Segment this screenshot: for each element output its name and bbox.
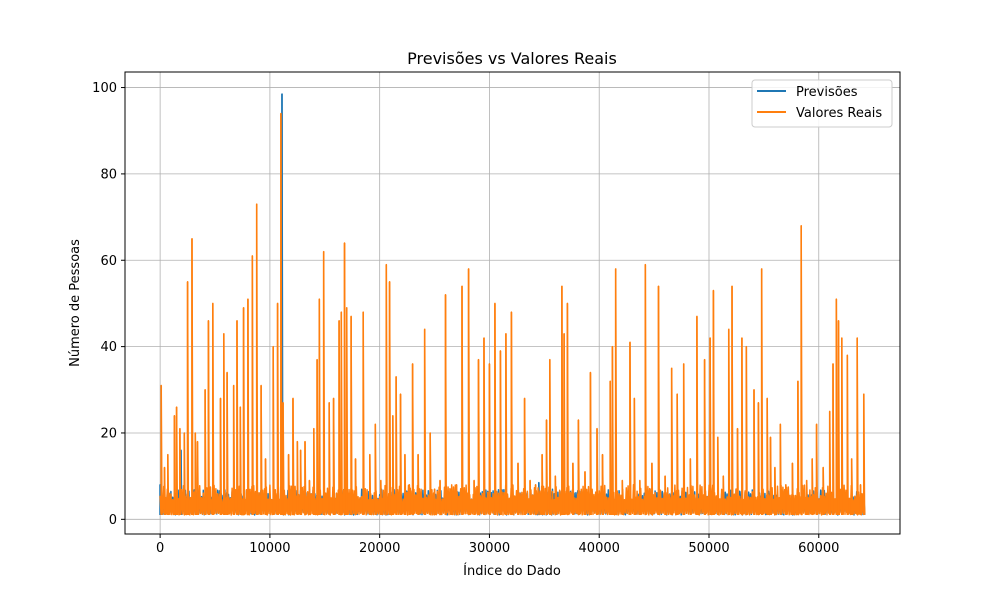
legend-label: Valores Reais <box>796 106 882 121</box>
x-tick-label: 40000 <box>579 541 620 556</box>
x-tick-label: 30000 <box>469 541 510 556</box>
y-tick-label: 60 <box>100 254 117 269</box>
legend-box <box>751 79 893 128</box>
x-axis-label: Índice do Dado <box>463 563 561 579</box>
legend-label: Previsões <box>796 85 858 100</box>
y-tick-label: 0 <box>109 513 117 528</box>
x-tick-label: 10000 <box>249 541 290 556</box>
x-tick-label: 0 <box>156 541 164 556</box>
y-axis-label: Número de Pessoas <box>68 239 83 367</box>
y-tick-label: 20 <box>100 426 117 441</box>
x-tick-label: 60000 <box>798 541 839 556</box>
plot-frame <box>124 71 901 535</box>
y-tick-label: 100 <box>92 81 117 96</box>
y-axis: 0 20 40 60 80 100 <box>92 81 125 528</box>
x-tick-label: 20000 <box>359 541 400 556</box>
x-axis: 0 10000 20000 30000 40000 50000 60000 <box>156 534 839 556</box>
y-tick-label: 40 <box>100 340 117 355</box>
x-tick-label: 50000 <box>688 541 729 556</box>
chart-title: Previsões vs Valores Reais <box>407 49 617 68</box>
y-tick-label: 80 <box>100 167 117 182</box>
legend: Previsões Valores Reais <box>751 79 893 128</box>
series-layer <box>159 93 866 516</box>
grid <box>125 72 900 534</box>
series-valores-reais <box>159 112 866 516</box>
